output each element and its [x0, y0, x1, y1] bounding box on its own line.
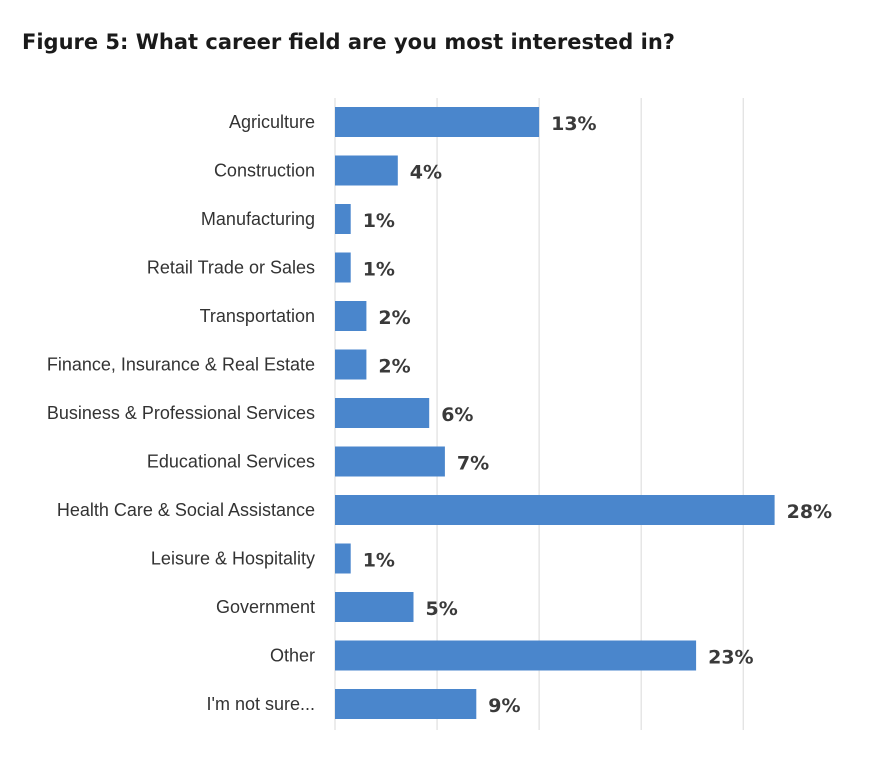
- value-label-10: 5%: [426, 598, 458, 620]
- category-label-2: Manufacturing: [201, 209, 315, 229]
- category-label-10: Government: [216, 597, 315, 617]
- value-label-7: 7%: [457, 453, 489, 475]
- bar-12: [335, 689, 477, 719]
- value-label-3: 1%: [363, 259, 395, 281]
- category-label-11: Other: [270, 646, 315, 666]
- bar-3: [335, 252, 351, 283]
- value-label-8: 28%: [787, 501, 832, 523]
- category-label-0: Agriculture: [229, 112, 315, 132]
- category-label-7: Educational Services: [147, 452, 315, 472]
- value-label-9: 1%: [363, 550, 395, 572]
- bar-4: [335, 301, 367, 331]
- value-label-4: 2%: [378, 307, 410, 329]
- value-label-5: 2%: [378, 356, 410, 378]
- bar-7: [335, 446, 445, 477]
- value-label-11: 23%: [708, 647, 753, 669]
- category-label-6: Business & Professional Services: [47, 403, 315, 423]
- bar-8: [335, 495, 775, 525]
- category-label-1: Construction: [214, 161, 315, 181]
- gridlines: [334, 98, 744, 730]
- value-labels: 13% 4% 1% 1% 2% 2% 6% 7% 28% 1% 5% 23% 9%: [363, 113, 832, 717]
- category-label-4: Transportation: [200, 306, 315, 326]
- bar-9: [335, 543, 351, 574]
- bar-0: [335, 107, 540, 137]
- bar-11: [335, 640, 697, 671]
- value-label-1: 4%: [410, 162, 442, 184]
- bar-10: [335, 592, 414, 622]
- category-label-8: Health Care & Social Assistance: [57, 500, 315, 520]
- bar-2: [335, 204, 351, 234]
- bar-5: [335, 349, 367, 380]
- bars: [335, 107, 775, 719]
- category-labels: Agriculture Construction Manufacturing Reta…: [47, 112, 315, 714]
- value-label-2: 1%: [363, 210, 395, 232]
- category-label-5: Finance, Insurance & Real Estate: [47, 355, 315, 375]
- bar-6: [335, 398, 430, 428]
- bar-1: [335, 155, 398, 186]
- value-label-6: 6%: [441, 404, 473, 426]
- value-label-12: 9%: [488, 695, 520, 717]
- category-label-3: Retail Trade or Sales: [147, 258, 315, 278]
- category-label-12: I'm not sure...: [207, 694, 315, 714]
- category-label-9: Leisure & Hospitality: [151, 549, 315, 569]
- value-label-0: 13%: [551, 113, 596, 135]
- chart-title: Figure 5: What career field are you most…: [22, 30, 675, 54]
